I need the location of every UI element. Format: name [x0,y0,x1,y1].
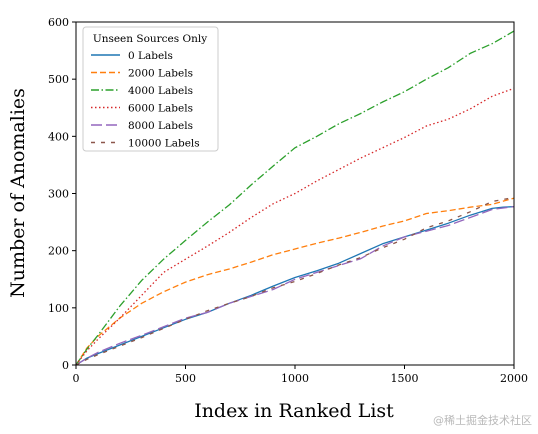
series-line-4 [75,205,515,366]
legend-items: 0 Labels 2000 Labels 4000 Labels 6000 Label… [91,50,200,150]
y-tick-label: 100 [48,302,69,315]
x-tick-label: 1000 [281,372,309,385]
legend-title: Unseen Sources Only [93,33,207,45]
legend-label-3: 6000 Labels [128,103,193,115]
legend-label-4: 8000 Labels [128,120,193,132]
series-line-2 [75,30,515,366]
x-axis-title: Index in Ranked List [194,400,394,422]
y-tick-label: 600 [48,16,69,29]
legend-label-0: 0 Labels [128,50,173,62]
y-tick-label: 500 [48,73,69,86]
x-tick-label: 500 [175,372,196,385]
ticks: 0 500 1000 1500 2000 0 100 200 300 400 500 600 [48,16,528,385]
y-tick-label: 200 [48,245,69,258]
y-tick-label: 400 [48,130,69,143]
legend-box [82,26,219,152]
watermark: @稀土掘金技术社区 [433,414,532,427]
legend-label-1: 2000 Labels [128,68,193,80]
y-tick-label: 0 [62,359,69,372]
series-line-3 [75,87,515,366]
legend-label-5: 10000 Labels [128,138,200,150]
x-tick-label: 0 [73,372,80,385]
x-tick-label: 1500 [391,372,419,385]
y-tick-label: 300 [48,188,69,201]
legend: Unseen Sources Only 0 Labels 2000 Labels 4… [82,26,219,152]
y-axis-title: Number of Anomalies [7,88,29,298]
legend-label-2: 4000 Labels [128,85,193,97]
plot-lines [75,30,515,366]
x-tick-label: 2000 [500,372,528,385]
series-line-0 [75,205,515,366]
series-line-1 [75,197,515,366]
series-line-5 [75,196,515,366]
